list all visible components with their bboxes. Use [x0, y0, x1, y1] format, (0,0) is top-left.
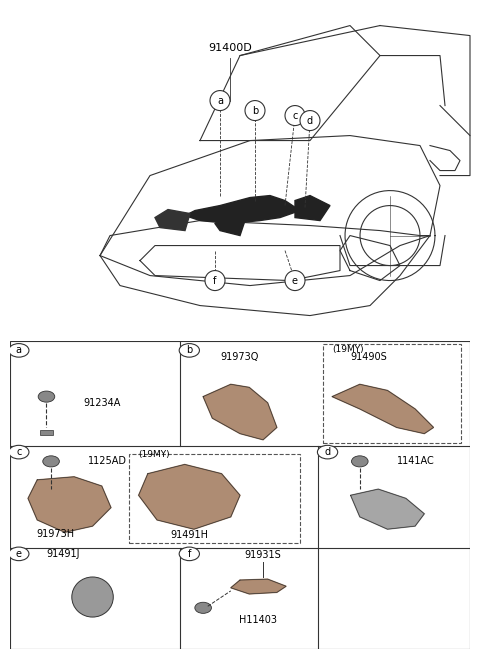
- Circle shape: [205, 270, 225, 291]
- Polygon shape: [350, 489, 424, 529]
- Circle shape: [351, 456, 368, 467]
- Polygon shape: [215, 216, 245, 236]
- Text: c: c: [292, 111, 298, 121]
- Circle shape: [285, 106, 305, 125]
- Circle shape: [9, 445, 29, 459]
- Circle shape: [195, 602, 211, 613]
- Text: f: f: [188, 549, 191, 559]
- Circle shape: [210, 91, 230, 111]
- Text: (19MY): (19MY): [332, 345, 364, 354]
- Polygon shape: [185, 195, 300, 224]
- Polygon shape: [203, 384, 277, 440]
- Text: 91931S: 91931S: [245, 550, 281, 560]
- Text: f: f: [213, 276, 216, 285]
- Circle shape: [9, 344, 29, 357]
- Text: 1141AC: 1141AC: [396, 457, 434, 466]
- Circle shape: [9, 547, 29, 561]
- Polygon shape: [231, 579, 286, 594]
- Text: 91490S: 91490S: [350, 352, 387, 361]
- Circle shape: [43, 456, 60, 467]
- Bar: [39, 430, 53, 435]
- Circle shape: [317, 445, 338, 459]
- Text: 91973H: 91973H: [36, 529, 75, 539]
- Circle shape: [285, 270, 305, 291]
- Text: 91491H: 91491H: [170, 531, 208, 541]
- Polygon shape: [28, 477, 111, 532]
- Polygon shape: [332, 384, 433, 434]
- Text: 91234A: 91234A: [84, 398, 120, 408]
- Circle shape: [245, 100, 265, 121]
- Polygon shape: [295, 195, 330, 220]
- Circle shape: [38, 391, 55, 402]
- Text: a: a: [217, 96, 223, 106]
- Text: 91400D: 91400D: [208, 43, 252, 52]
- Polygon shape: [155, 209, 190, 230]
- Text: e: e: [16, 549, 22, 559]
- Ellipse shape: [72, 577, 113, 617]
- Polygon shape: [139, 464, 240, 529]
- Text: c: c: [16, 447, 22, 457]
- Text: b: b: [186, 345, 192, 356]
- Text: 1125AD: 1125AD: [88, 457, 127, 466]
- Text: d: d: [307, 115, 313, 125]
- Text: d: d: [324, 447, 331, 457]
- Text: a: a: [16, 345, 22, 356]
- Text: H11403: H11403: [240, 615, 277, 625]
- Circle shape: [300, 111, 320, 131]
- Circle shape: [179, 344, 200, 357]
- Text: 91973Q: 91973Q: [221, 352, 259, 361]
- Text: (19MY): (19MY): [139, 450, 170, 459]
- Circle shape: [179, 547, 200, 561]
- Text: e: e: [292, 276, 298, 285]
- Text: b: b: [252, 106, 258, 115]
- Text: 91491J: 91491J: [47, 549, 80, 559]
